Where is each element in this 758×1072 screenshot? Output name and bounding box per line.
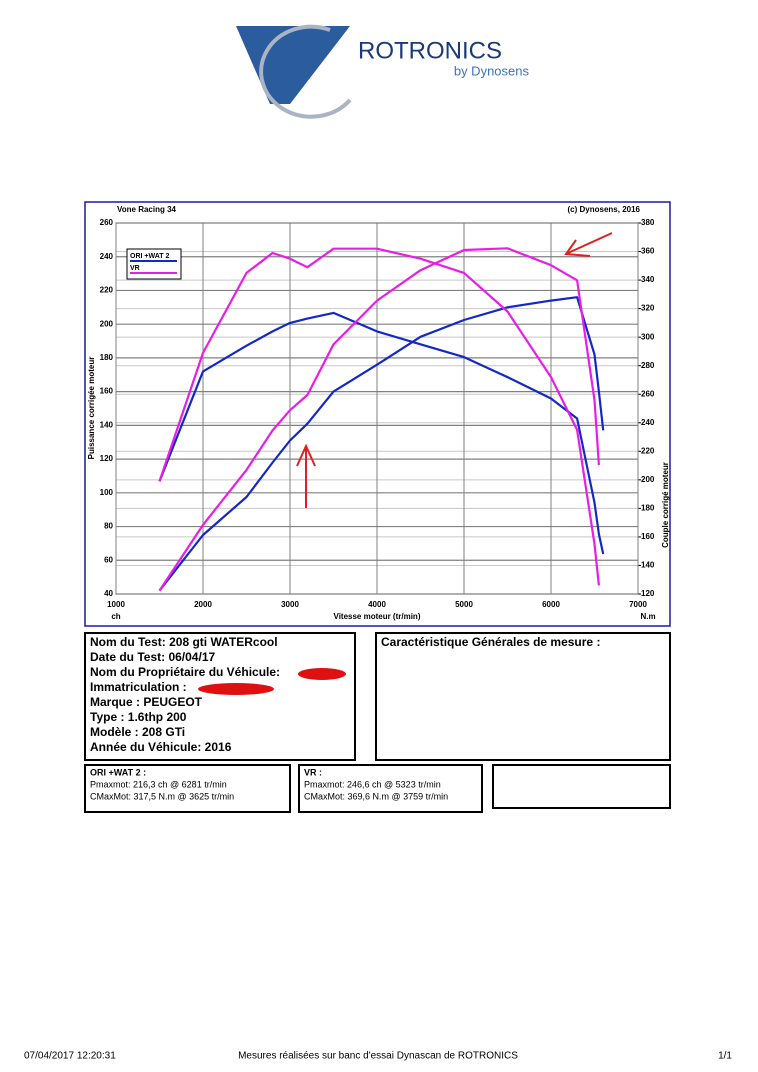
y2-tick-label: 160 [641,532,655,541]
chart-title: Vone Racing 34 [117,205,177,214]
arrow [567,232,613,254]
y2-tick-label: 320 [641,304,655,313]
result-power: Pmaxmot: 246,6 ch @ 5323 tr/min [304,779,441,789]
y-tick-label: 100 [100,488,114,497]
result-box [298,764,483,813]
y-tick-label: 200 [100,319,114,328]
general-box [375,632,671,761]
result-torque: CMaxMot: 369,6 N.m @ 3759 tr/min [304,791,448,801]
series-line [158,296,605,592]
y2-label: Couple corrigé moteur [661,462,670,548]
arrow-head [296,443,316,467]
y-tick-label: 80 [104,522,113,531]
y-tick-label: 220 [100,286,114,295]
info-line: Nom du Test: 208 gti WATERcool [90,635,278,649]
info-line: Immatriculation : [90,680,187,694]
info-line: Type : 1.6thp 200 [90,710,187,724]
y2-tick-label: 200 [641,475,655,484]
x-tick-label: 1000 [107,600,125,609]
arrow-head [564,239,591,257]
logo-arc [259,24,352,119]
legend-label: ORI +WAT 2 [130,253,169,260]
y-tick-label: 260 [100,218,114,227]
logo-shape [236,26,350,104]
series-line [158,247,600,592]
y-tick-label: 40 [104,589,113,598]
y2-tick-label: 300 [641,332,655,341]
y-tick-label: 60 [104,555,113,564]
general-title: Caractéristique Générales de mesure : [381,635,600,649]
series-line [158,311,605,555]
info-line: Modèle : 208 GTi [90,725,185,739]
y2-tick-label: 220 [641,446,655,455]
y2-unit: N.m [640,612,655,621]
logo-sub: by Dynosens [454,63,530,78]
x-tick-label: 4000 [368,600,386,609]
logo-text: ROTRONICS [358,37,502,64]
y-tick-label: 240 [100,252,114,261]
result-box [84,764,291,813]
x-tick-label: 7000 [629,600,647,609]
x-tick-label: 6000 [542,600,560,609]
y2-tick-label: 240 [641,418,655,427]
y2-tick-label: 380 [641,218,655,227]
logo: ROTRONICS by Dynosens [236,24,530,119]
y-tick-label: 120 [100,454,114,463]
x-tick-label: 5000 [455,600,473,609]
info-line: Nom du Propriétaire du Véhicule: [90,665,280,679]
x-tick-label: 3000 [281,600,299,609]
info-line: Année du Véhicule: 2016 [90,740,232,754]
footer-page: 1/1 [718,1051,732,1062]
y2-tick-label: 340 [641,275,655,284]
y2-tick-label: 280 [641,361,655,370]
legend-label: VR [130,265,140,272]
result-power: Pmaxmot: 216,3 ch @ 6281 tr/min [90,779,227,789]
y2-tick-label: 140 [641,561,655,570]
y-unit: ch [111,612,120,621]
annotation-arrows [296,232,613,508]
y2-tick-label: 260 [641,389,655,398]
x-label: Vitesse moteur (tr/min) [334,612,421,621]
y2-tick-label: 360 [641,247,655,256]
y2-tick-label: 180 [641,503,655,512]
info-line: Date du Test: 06/04/17 [90,650,215,664]
redaction [198,683,274,695]
result-torque: CMaxMot: 317,5 N.m @ 3625 tr/min [90,791,234,801]
footer-date: 07/04/2017 12:20:31 [24,1051,116,1062]
info-box [84,632,356,761]
result-name: VR : [304,767,322,777]
y2-tick-label: 120 [641,589,655,598]
chart-subtitle: (c) Dynosens, 2016 [568,205,641,214]
y-label: Puissance corrigée moteur [87,357,96,460]
y-tick-label: 160 [100,387,114,396]
redaction [298,668,346,680]
footer-text: Mesures réalisées sur banc d'essai Dynas… [238,1051,518,1062]
y-tick-label: 140 [100,420,114,429]
x-tick-label: 2000 [194,600,212,609]
result-name: ORI +WAT 2 : [90,767,146,777]
series-line [158,247,600,586]
y-tick-label: 180 [100,353,114,362]
result-box [492,764,671,809]
info-line: Marque : PEUGEOT [90,695,203,709]
